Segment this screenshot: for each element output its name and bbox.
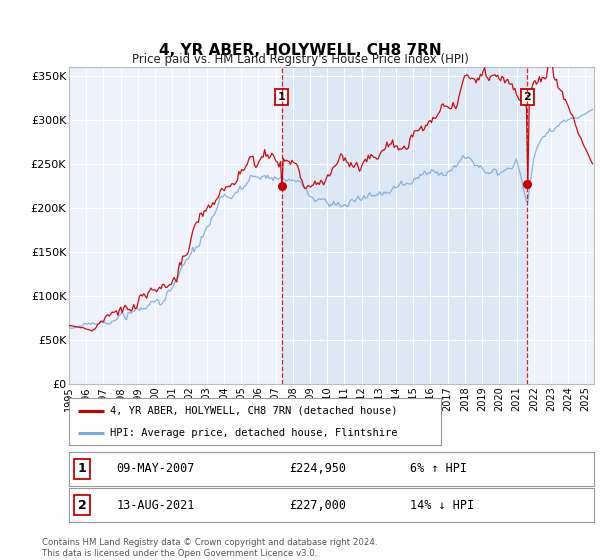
Text: 4, YR ABER, HOLYWELL, CH8 7RN (detached house): 4, YR ABER, HOLYWELL, CH8 7RN (detached … [110,406,397,416]
Text: 2: 2 [78,498,86,512]
Text: 6% ↑ HPI: 6% ↑ HPI [410,462,467,475]
Text: Price paid vs. HM Land Registry's House Price Index (HPI): Price paid vs. HM Land Registry's House … [131,53,469,66]
Text: £224,950: £224,950 [290,462,347,475]
Text: Contains HM Land Registry data © Crown copyright and database right 2024.
This d: Contains HM Land Registry data © Crown c… [42,538,377,558]
Text: 14% ↓ HPI: 14% ↓ HPI [410,498,475,512]
Text: 1: 1 [78,462,86,475]
Bar [282,67,527,384]
Text: HPI: Average price, detached house, Flintshire: HPI: Average price, detached house, Flin… [110,428,397,438]
Text: £227,000: £227,000 [290,498,347,512]
Text: 13-AUG-2021: 13-AUG-2021 [116,498,194,512]
Text: 1: 1 [278,92,286,102]
Text: 09-MAY-2007: 09-MAY-2007 [116,462,194,475]
Text: 2: 2 [523,92,531,102]
Text: 4, YR ABER, HOLYWELL, CH8 7RN: 4, YR ABER, HOLYWELL, CH8 7RN [158,43,442,58]
